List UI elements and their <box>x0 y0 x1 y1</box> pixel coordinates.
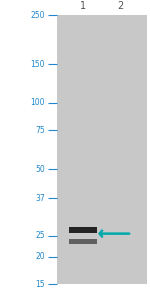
Text: 15: 15 <box>35 280 45 289</box>
Bar <box>69 227 97 233</box>
Text: 150: 150 <box>30 59 45 69</box>
Text: 1: 1 <box>80 1 86 11</box>
Text: 37: 37 <box>35 193 45 202</box>
Text: 2: 2 <box>117 1 123 11</box>
Text: 250: 250 <box>30 11 45 20</box>
Bar <box>69 239 97 244</box>
Text: 20: 20 <box>35 252 45 261</box>
Text: 25: 25 <box>35 231 45 240</box>
Text: 100: 100 <box>30 98 45 108</box>
Text: 75: 75 <box>35 126 45 135</box>
Bar <box>57 15 147 285</box>
Text: 50: 50 <box>35 165 45 174</box>
